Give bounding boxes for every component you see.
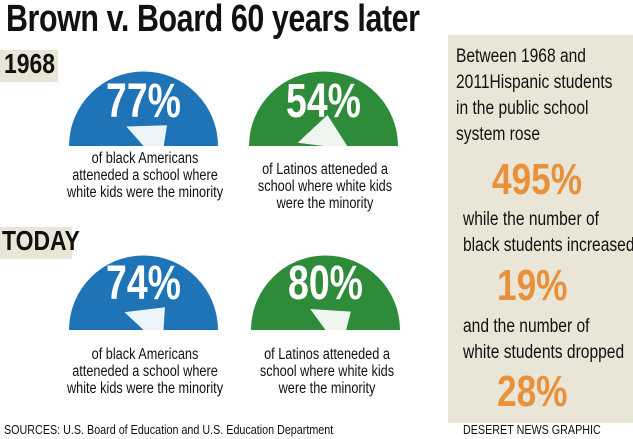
caption-line: of black Americans [91,346,199,363]
sidebar-mid-line: while the number of [463,209,599,230]
gauge-value: 74% [106,257,181,310]
caption-latino-1968: of Latinos atteneded a school where whit… [223,161,428,212]
gauge-svg [69,255,218,348]
caption-black-today: of black Americans atteneded a school wh… [43,346,248,397]
sidebar-intro-line: 2011Hispanic students [456,72,613,93]
gauge-black-today: 74% [67,240,220,348]
year-label-today: TODAY [2,225,80,256]
gauge-fill [251,255,400,330]
caption-line: of black Americans [91,150,199,167]
year-band-today [0,227,72,259]
caption-line: of Latinos atteneded a [262,161,388,178]
gauge-svg [69,71,218,166]
gauge-latino-1968: 54% [247,58,400,150]
caption-line: white kids were the minority [66,184,224,201]
caption-latino-today: of Latinos atteneded a school where whit… [225,346,430,397]
caption-line: white kids were the minority [66,380,224,397]
year-label-1968: 1968 [4,48,56,79]
footer-sources: SOURCES: U.S. Board of Education and U.S… [4,423,334,437]
sidebar-intro-line: system rose [456,124,540,145]
gauge-black-1968: 77% [67,58,220,166]
gauge-needle [310,308,351,352]
caption-line: were the minority [276,195,374,212]
sidebar-intro-line: Between 1968 and [456,46,586,67]
gauge-fill [69,255,218,330]
gauge-latino-today: 80% [249,240,402,352]
caption-black-1968: of black Americans atteneded a school wh… [43,150,248,201]
caption-line: were the minority [278,380,376,397]
sidebar-panel [448,35,633,423]
gauge-value: 54% [286,75,361,128]
gauge-needle [297,114,350,150]
sidebar-mid-line: and the number of [463,316,590,337]
gauge-needle [124,307,165,348]
caption-line: school where white kids [257,178,393,195]
gauge-value: 77% [106,75,181,128]
sidebar-stat-white: 28% [497,367,568,416]
page-title: Brown v. Board 60 years later [6,0,420,40]
caption-line: of Latinos atteneded a [264,346,390,363]
caption-line: atteneded a school where [72,363,218,380]
gauge-value: 80% [288,257,363,310]
caption-line: atteneded a school where [72,167,218,184]
sidebar-stat-black: 19% [497,261,568,310]
caption-line: school where white kids [259,363,395,380]
sidebar-intro-line: in the public school [456,98,589,119]
gauge-fill [249,71,398,146]
sidebar-mid-line: black students increased [463,235,633,256]
year-band-1968 [0,50,58,82]
gauge-svg [251,255,400,352]
gauge-svg [249,71,398,150]
sidebar-mid-line: white students dropped [463,342,625,363]
gauge-needle [126,125,167,166]
gauge-fill [69,71,218,146]
footer-credit: DESERET NEWS GRAPHIC [463,423,601,437]
sidebar-stat-hispanic: 495% [492,155,583,204]
